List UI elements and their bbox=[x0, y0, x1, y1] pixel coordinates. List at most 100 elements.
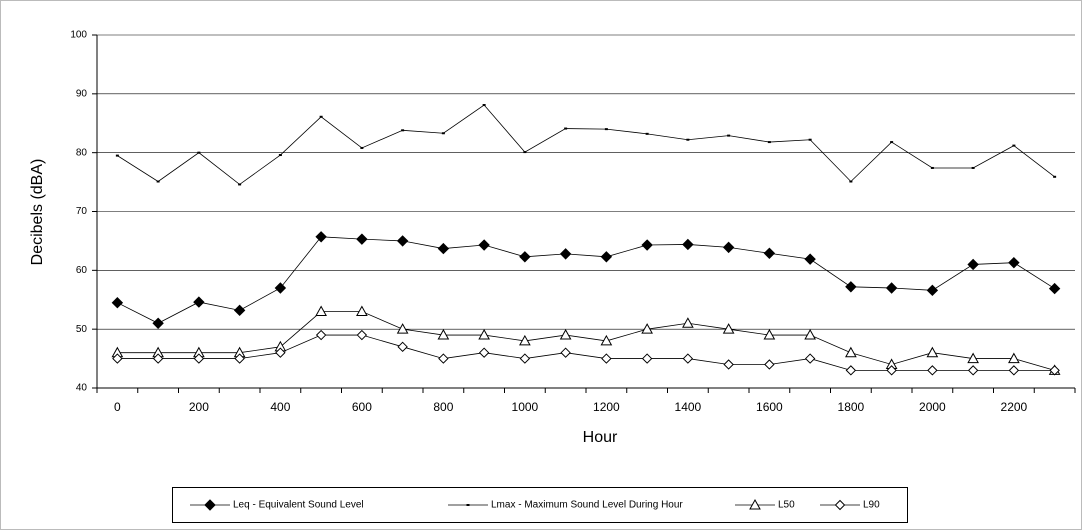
data-point bbox=[315, 231, 327, 243]
legend-marker bbox=[834, 499, 846, 511]
data-point bbox=[927, 365, 938, 376]
data-point bbox=[396, 235, 409, 247]
data-point bbox=[111, 296, 124, 309]
data-point bbox=[845, 281, 857, 293]
x-tick-label: 0 bbox=[114, 400, 121, 414]
data-point bbox=[112, 353, 123, 364]
data-point bbox=[1048, 282, 1061, 295]
data-point bbox=[682, 317, 694, 328]
data-point bbox=[193, 296, 205, 308]
data-point bbox=[600, 251, 613, 263]
series-line bbox=[117, 334, 1055, 371]
legend-label: Leq - Equivalent Sound Level bbox=[233, 500, 364, 511]
y-tick-label: 80 bbox=[76, 147, 88, 158]
legend-marker bbox=[466, 504, 470, 506]
data-point bbox=[967, 352, 979, 364]
x-tick-label: 600 bbox=[352, 400, 372, 414]
data-point bbox=[397, 341, 408, 353]
data-point bbox=[193, 353, 205, 364]
y-axis-label: Decibels (dBA) bbox=[29, 159, 46, 266]
data-point bbox=[804, 253, 816, 265]
data-point bbox=[519, 334, 531, 346]
legend-marker bbox=[204, 499, 216, 511]
series-line bbox=[117, 104, 1055, 185]
data-point bbox=[315, 329, 327, 341]
legend-label: L50 bbox=[778, 500, 795, 511]
data-point bbox=[727, 134, 731, 137]
y-tick-label: 100 bbox=[70, 30, 87, 41]
legend-label: Lmax - Maximum Sound Level During Hour bbox=[491, 500, 683, 511]
data-point bbox=[437, 329, 450, 340]
data-point bbox=[722, 323, 735, 334]
data-point bbox=[845, 365, 857, 376]
data-point bbox=[234, 353, 245, 364]
data-point bbox=[971, 166, 975, 169]
data-point bbox=[519, 251, 531, 263]
data-point bbox=[601, 353, 612, 364]
data-point bbox=[926, 284, 939, 297]
data-point bbox=[559, 329, 572, 340]
data-point bbox=[478, 347, 490, 358]
data-point bbox=[437, 242, 450, 255]
y-tick-label: 40 bbox=[76, 383, 88, 394]
data-point bbox=[356, 329, 368, 341]
x-tick-label: 1800 bbox=[838, 400, 865, 414]
x-axis-label: Hour bbox=[583, 429, 618, 446]
data-point bbox=[1008, 256, 1020, 269]
data-point bbox=[967, 365, 979, 376]
y-tick-label: 60 bbox=[76, 265, 88, 276]
series-line bbox=[117, 311, 1055, 371]
y-tick-label: 90 bbox=[76, 88, 88, 99]
data-point bbox=[1008, 365, 1020, 376]
y-tick-label: 70 bbox=[76, 206, 88, 217]
data-point bbox=[152, 353, 164, 364]
data-point bbox=[315, 305, 327, 317]
data-point bbox=[763, 329, 776, 340]
series-line bbox=[117, 236, 1055, 324]
x-tick-label: 2000 bbox=[919, 400, 946, 414]
data-point bbox=[849, 180, 853, 183]
data-point bbox=[764, 359, 775, 370]
data-point bbox=[278, 154, 282, 157]
data-point bbox=[682, 353, 694, 364]
data-point bbox=[641, 239, 653, 251]
data-point bbox=[238, 183, 242, 186]
data-point bbox=[1008, 352, 1020, 364]
data-point bbox=[559, 248, 572, 260]
legend-marker bbox=[749, 498, 761, 510]
data-point bbox=[560, 347, 571, 358]
data-point bbox=[645, 132, 649, 135]
data-point bbox=[360, 146, 364, 149]
data-point bbox=[438, 353, 449, 364]
data-point bbox=[275, 347, 286, 358]
data-point bbox=[723, 359, 734, 370]
data-point bbox=[604, 128, 608, 131]
data-point bbox=[845, 346, 857, 358]
x-tick-label: 800 bbox=[433, 400, 453, 414]
x-tick-label: 1600 bbox=[756, 400, 783, 414]
data-point bbox=[808, 138, 812, 141]
data-point bbox=[356, 233, 368, 245]
data-point bbox=[478, 329, 490, 340]
data-point bbox=[763, 247, 776, 259]
data-point bbox=[1053, 175, 1057, 178]
data-point bbox=[686, 138, 690, 141]
data-point bbox=[564, 127, 568, 130]
data-point bbox=[233, 304, 246, 317]
data-point bbox=[519, 353, 531, 364]
x-tick-label: 1400 bbox=[675, 400, 702, 414]
x-tick-label: 1200 bbox=[593, 400, 620, 414]
data-point bbox=[926, 346, 939, 358]
data-point bbox=[1012, 144, 1016, 147]
data-point bbox=[890, 141, 894, 144]
legend-label: L90 bbox=[863, 500, 880, 511]
data-point bbox=[804, 329, 816, 340]
data-point bbox=[478, 239, 490, 251]
data-point bbox=[886, 365, 897, 376]
legend bbox=[172, 487, 908, 523]
data-point bbox=[1049, 365, 1060, 376]
x-tick-label: 200 bbox=[189, 400, 209, 414]
